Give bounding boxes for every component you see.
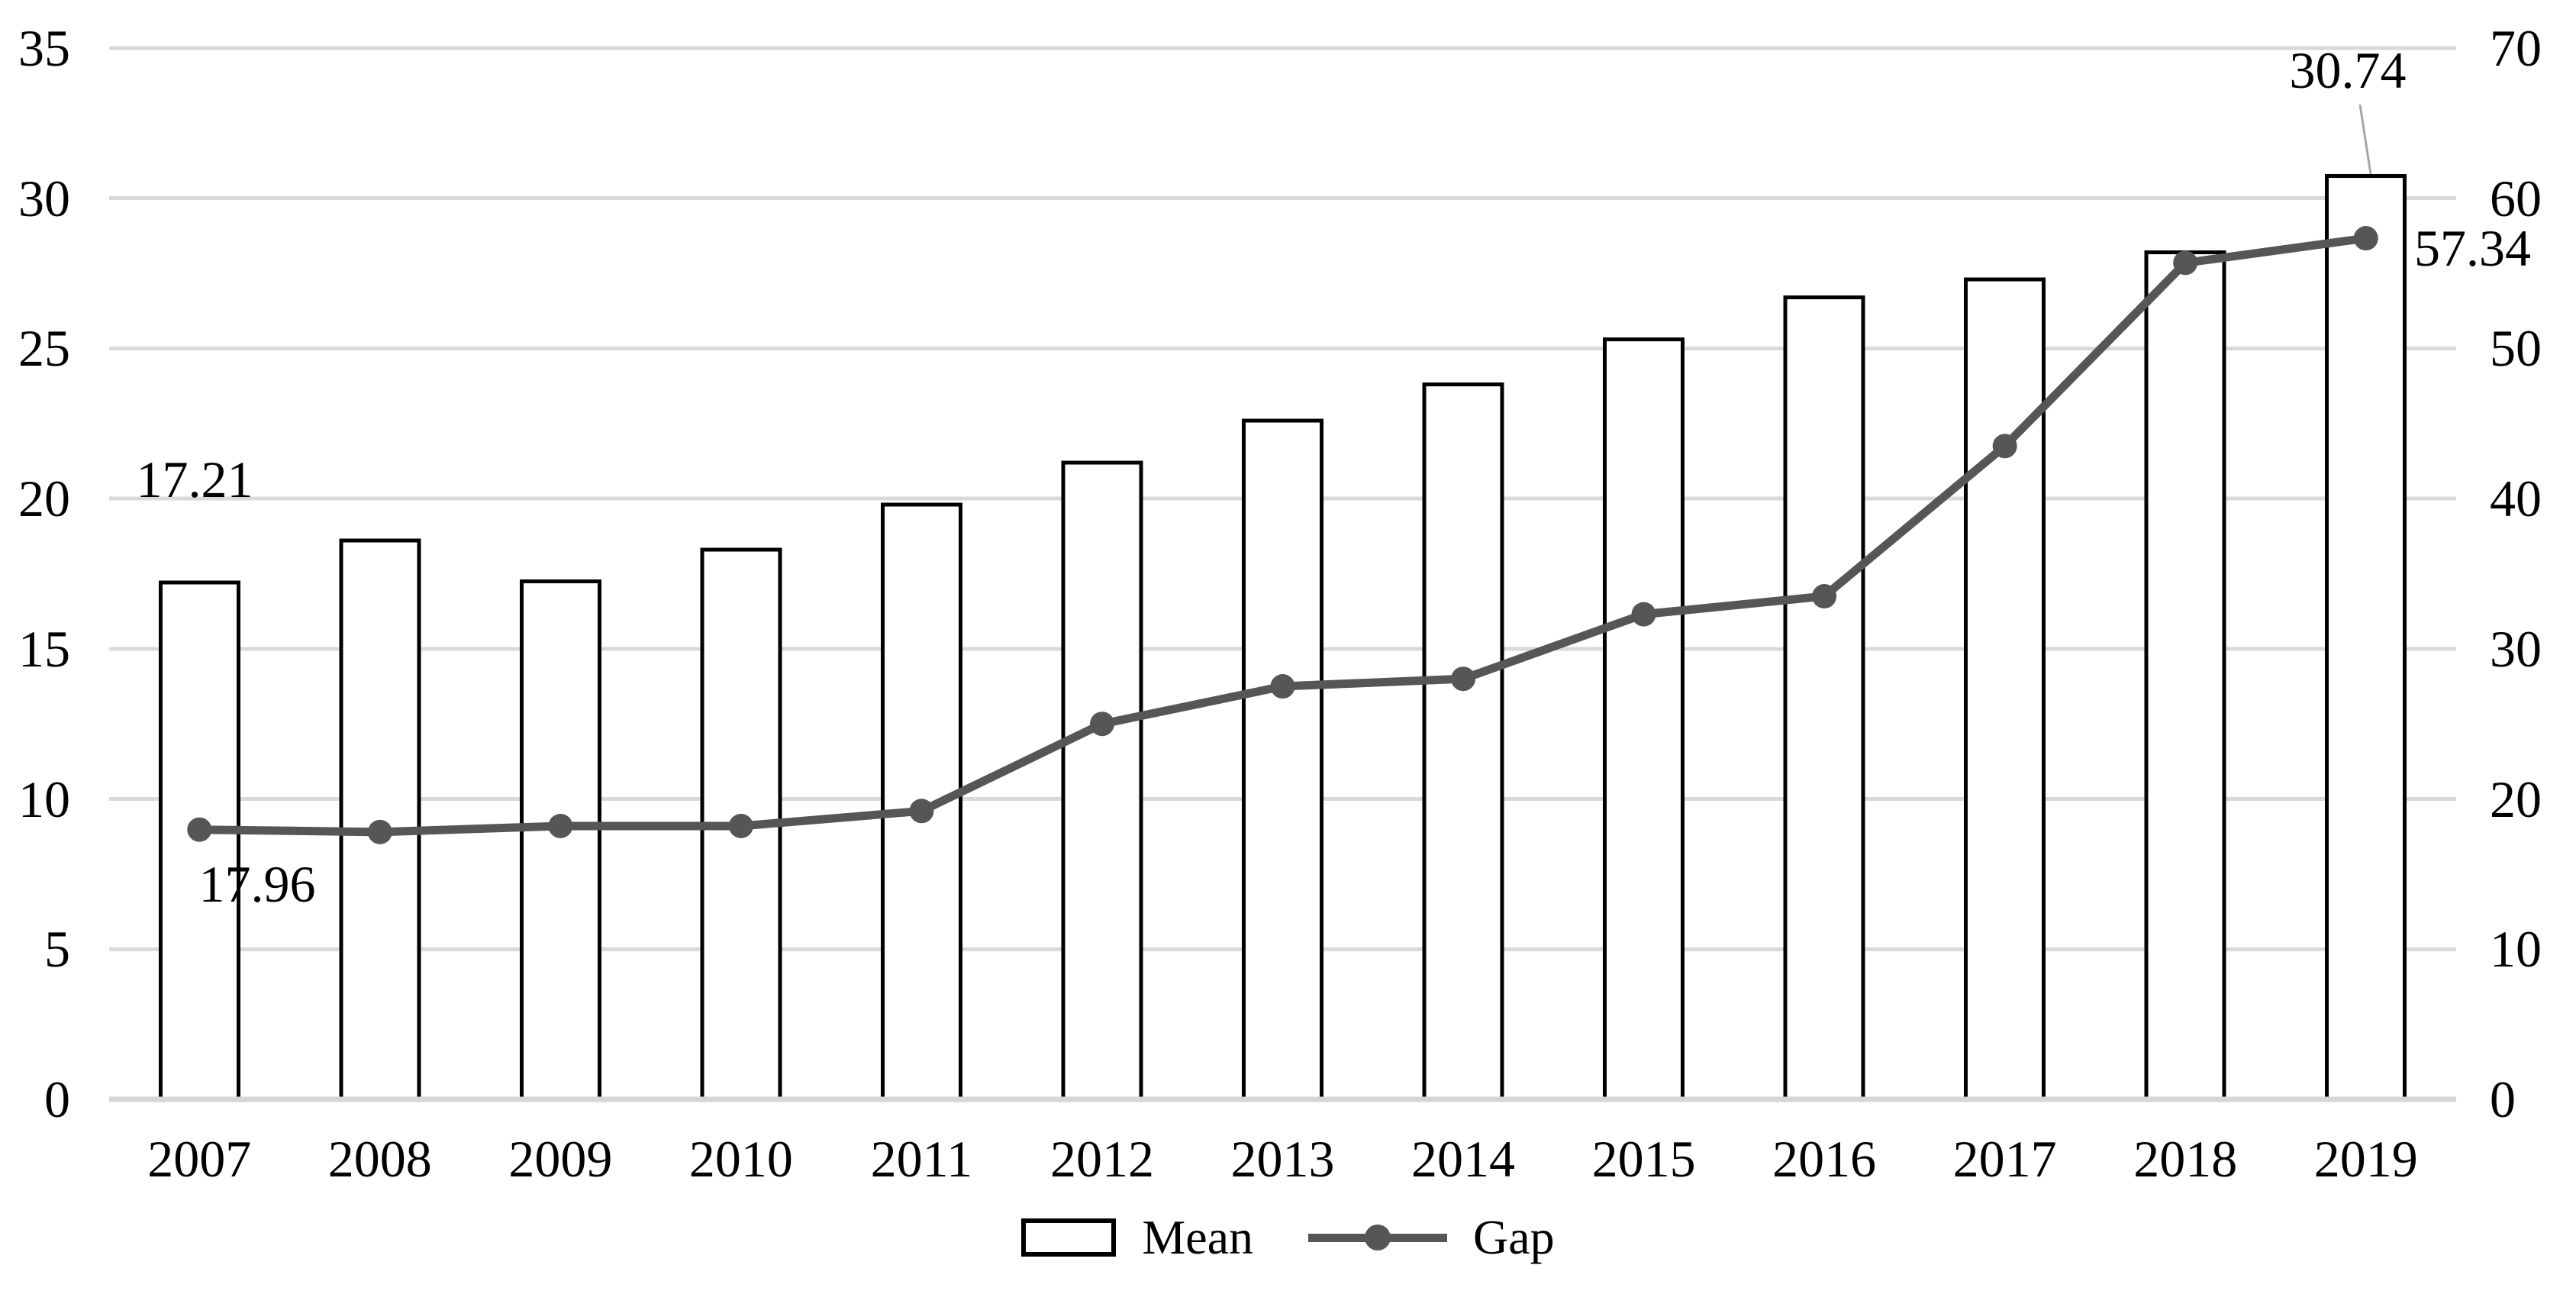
gap-point-2017 [1992, 434, 2017, 459]
x-axis-label-2018: 2018 [2133, 1130, 2238, 1188]
chart-legend: Mean Gap [0, 1210, 2576, 1265]
gap-point-2007 [187, 817, 212, 842]
y-axis-left-tick-5: 5 [44, 920, 70, 979]
legend-item-mean: Mean [1021, 1210, 1253, 1265]
data-label-gap-2007: 17.96 [198, 855, 316, 913]
data-label-mean-2019: 30.74 [2289, 41, 2407, 99]
gap-point-2018 [2173, 250, 2198, 276]
gap-line-swatch-icon [1308, 1224, 1448, 1251]
x-axis-label-2012: 2012 [1049, 1130, 1154, 1188]
x-axis-label-2016: 2016 [1772, 1130, 1877, 1188]
x-axis-label-2013: 2013 [1230, 1130, 1335, 1188]
y-axis-left-tick-30: 30 [18, 169, 70, 228]
x-axis-label-2007: 2007 [147, 1130, 252, 1188]
y-axis-right-tick-60: 60 [2490, 169, 2542, 228]
gap-point-2019 [2353, 226, 2378, 251]
x-axis-label-2011: 2011 [870, 1130, 973, 1188]
gap-point-2013 [1270, 674, 1295, 699]
y-axis-left-tick-25: 25 [18, 319, 70, 378]
y-axis-right-tick-0: 0 [2490, 1070, 2516, 1128]
mean-bar-2012 [1061, 460, 1143, 1102]
gap-point-2010 [728, 813, 753, 838]
data-label-mean-2007: 17.21 [136, 450, 253, 508]
x-axis-label-2009: 2009 [508, 1130, 613, 1188]
gap-point-2012 [1089, 712, 1114, 737]
y-axis-right-tick-20: 20 [2490, 770, 2542, 828]
y-axis-right-tick-40: 40 [2490, 470, 2542, 528]
x-axis-label-2010: 2010 [688, 1130, 793, 1188]
legend-item-gap: Gap [1308, 1210, 1555, 1265]
mean-bar-2019 [2325, 174, 2407, 1102]
y-axis-right-tick-70: 70 [2490, 19, 2542, 77]
gap-point-2011 [909, 799, 934, 824]
y-axis-left-tick-0: 0 [44, 1070, 70, 1128]
mean-bar-2018 [2144, 250, 2226, 1102]
x-axis-label-2017: 2017 [1952, 1130, 2057, 1188]
gap-point-2015 [1631, 602, 1656, 627]
mean-bar-2014 [1422, 382, 1504, 1102]
mean-bar-swatch-icon [1021, 1218, 1117, 1257]
gap-point-2009 [548, 813, 573, 838]
x-axis-label-2014: 2014 [1411, 1130, 1516, 1188]
x-axis-label-2015: 2015 [1591, 1130, 1696, 1188]
callout-leader-line [2358, 104, 2372, 175]
mean-bar-2017 [1964, 277, 2046, 1102]
y-axis-right-tick-10: 10 [2490, 920, 2542, 979]
mean-bar-2013 [1242, 418, 1323, 1102]
mean-bar-2016 [1783, 295, 1865, 1102]
mean-bar-2009 [519, 579, 601, 1102]
mean-bar-2015 [1603, 337, 1685, 1102]
y-axis-left-tick-15: 15 [18, 619, 70, 678]
x-axis-label-2008: 2008 [327, 1130, 432, 1188]
y-axis-left-tick-35: 35 [18, 19, 70, 77]
y-axis-left-tick-20: 20 [18, 470, 70, 528]
gap-point-2008 [367, 819, 392, 844]
y-axis-right-tick-50: 50 [2490, 319, 2542, 378]
y-axis-left-tick-10: 10 [18, 770, 70, 828]
gap-point-2016 [1812, 584, 1837, 609]
y-axis-right-tick-30: 30 [2490, 619, 2542, 678]
x-axis-label-2019: 2019 [2313, 1130, 2418, 1188]
legend-label-mean: Mean [1142, 1210, 1254, 1264]
legend-label-gap: Gap [1473, 1210, 1555, 1264]
gap-point-2014 [1451, 666, 1476, 692]
data-label-gap-2019: 57.34 [2414, 219, 2531, 277]
